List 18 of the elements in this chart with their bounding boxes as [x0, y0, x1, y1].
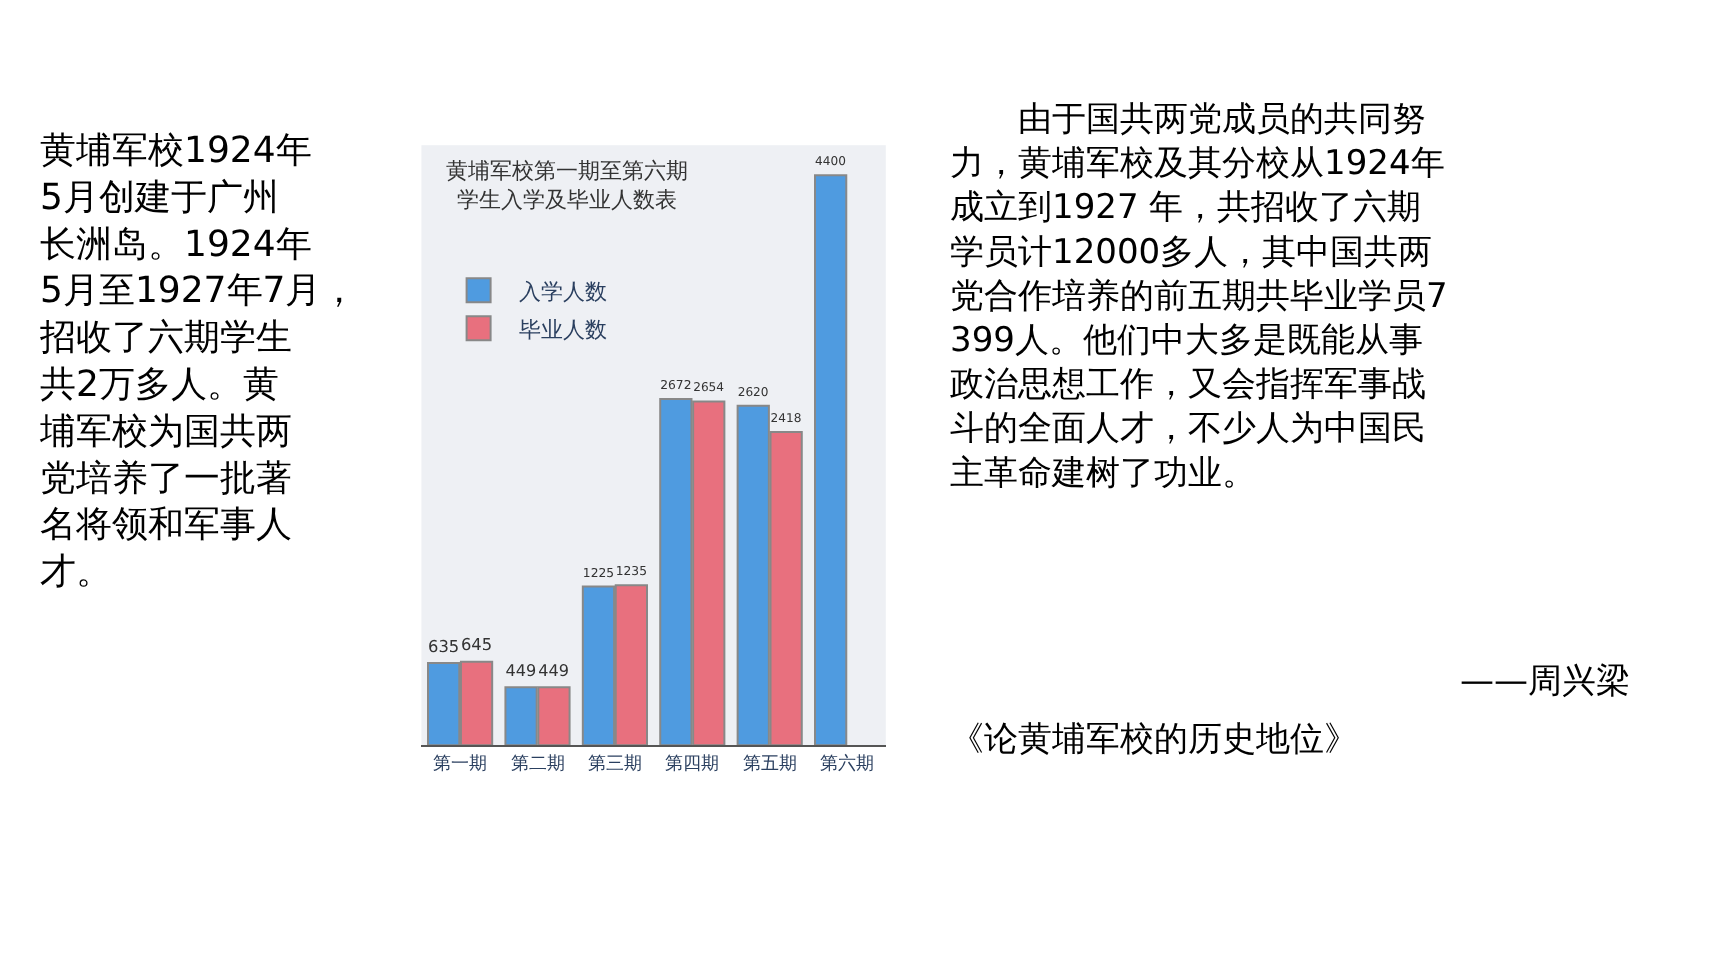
x-tick-label: 第五期 — [742, 752, 797, 775]
text: 《论黄埔军校的历史地位》 — [950, 720, 1358, 760]
x-tick-label: 第一期 — [433, 752, 488, 775]
data-label: 645 — [460, 634, 493, 655]
text: 由于国共两党成员的共同努力，黄埔军校及其分校从1924年成立到1927 年，共招收了六期学员计12000多人，其中国共两党合作培养的前五期共毕业学员7399人。他们中大多是既能从事政治思想工作，又会指挥军事战斗的全面人才，不少人为中国民主革命建树了功业。 — [950, 100, 1448, 494]
bar — [814, 174, 848, 746]
x-tick-label: 第六期 — [820, 752, 875, 775]
x-tick-label: 第四期 — [665, 752, 720, 775]
data-label: 449 — [505, 661, 537, 680]
x-tick-label: 第二期 — [510, 752, 565, 775]
data-label: 635 — [428, 635, 460, 656]
text: ——周兴梁 — [1460, 662, 1630, 702]
data-label: 449 — [538, 661, 570, 680]
text: 黄埔军校1924年5月创建于广州长洲岛。1924年5月至1927年7月，招收了六期学生共2万多人。黄埔军校为国共两党培养了一批著名将领和军事人才。 — [40, 130, 358, 594]
x-tick-label: 第三期 — [587, 752, 642, 775]
chart-title: 黄埔军校第一期至第六期学生入学及毕业人数表 — [446, 158, 688, 213]
legend-label: 毕业人数 — [518, 316, 607, 343]
legend-label: 入学人数 — [518, 278, 607, 305]
